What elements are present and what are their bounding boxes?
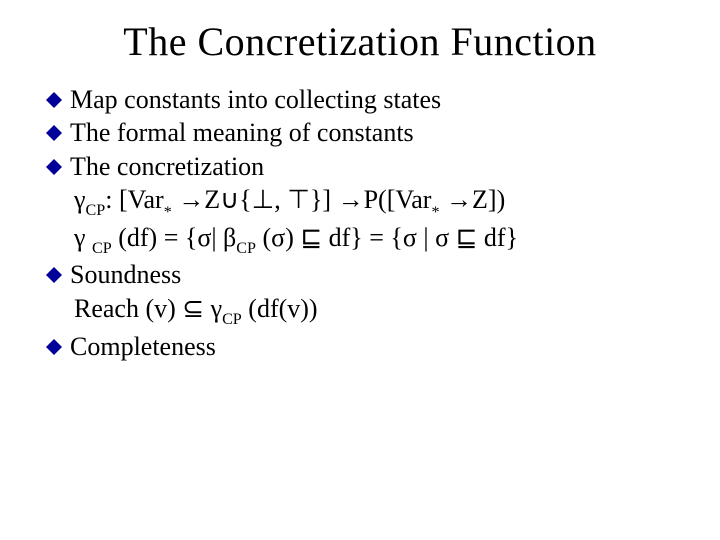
- bullet-text: Completeness: [70, 330, 680, 363]
- formula-text: Reach (v) ⊆ γCP (df(v)): [74, 294, 318, 323]
- formula-text: γCP: [Var* →Z∪{⊥, ⊤}] →P([Var* →Z]): [74, 185, 505, 214]
- bullet-item: Map constants into collecting states: [46, 83, 680, 116]
- formula-text: γ CP (df) = {σ| βCP (σ) ⊑ df} = {σ | σ ⊑…: [74, 223, 518, 252]
- slide-body: Map constants into collecting states The…: [40, 83, 680, 363]
- diamond-bullet-icon: [46, 92, 62, 108]
- diamond-bullet-icon: [46, 339, 62, 355]
- diamond-bullet-icon: [46, 267, 62, 283]
- bullet-item: Completeness: [46, 330, 680, 363]
- diamond-bullet-icon: [46, 125, 62, 141]
- diamond-bullet-icon: [46, 159, 62, 175]
- slide-title: The Concretization Function: [40, 18, 680, 65]
- bullet-text: Map constants into collecting states: [70, 83, 680, 116]
- sub-line: γ CP (df) = {σ| βCP (σ) ⊑ df} = {σ | σ ⊑…: [74, 221, 680, 259]
- bullet-text: The formal meaning of constants: [70, 116, 680, 149]
- sub-line: γCP: [Var* →Z∪{⊥, ⊤}] →P([Var* →Z]): [74, 183, 680, 221]
- bullet-item: The formal meaning of constants: [46, 116, 680, 149]
- bullet-item: The concretization: [46, 150, 680, 183]
- bullet-text: The concretization: [70, 150, 680, 183]
- bullet-text: Soundness: [70, 258, 680, 291]
- bullet-item: Soundness: [46, 258, 680, 291]
- slide: The Concretization Function Map constant…: [0, 0, 720, 540]
- sub-line: Reach (v) ⊆ γCP (df(v)): [74, 292, 680, 330]
